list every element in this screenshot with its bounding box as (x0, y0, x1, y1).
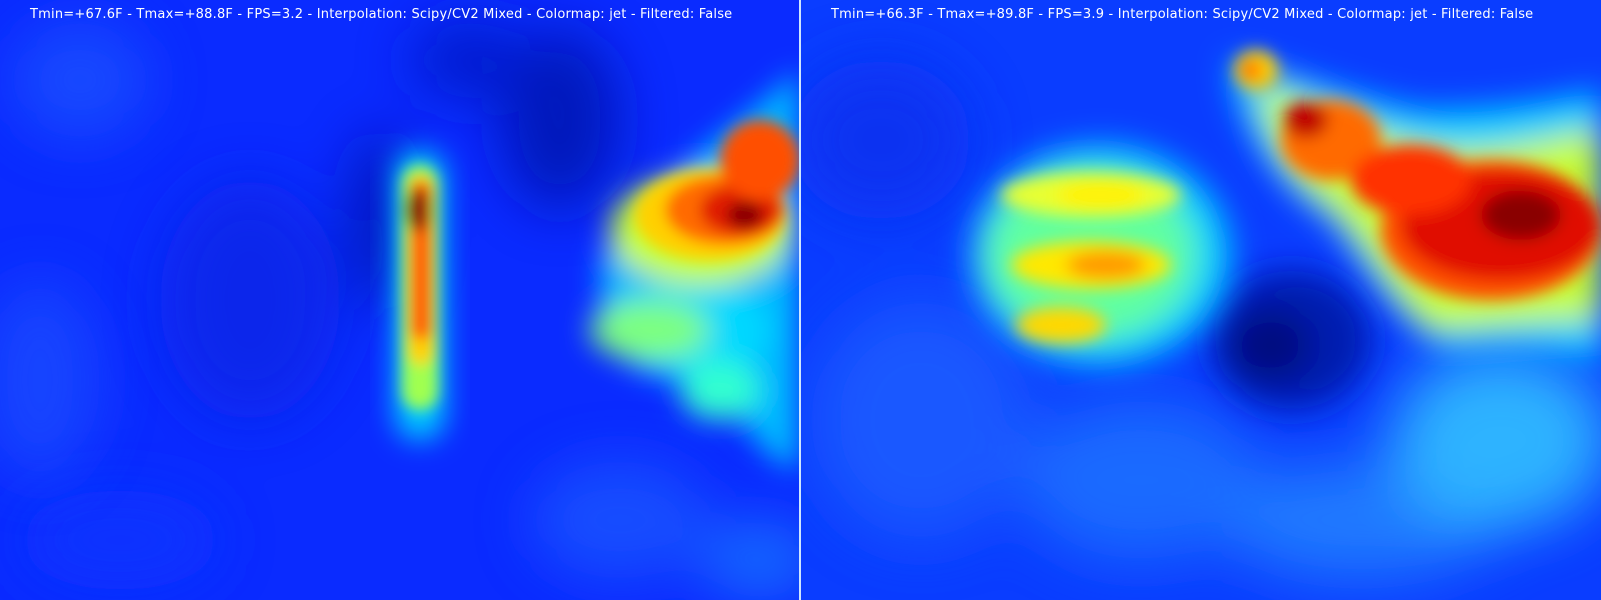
status-overlay-left: Tmin=+67.6F - Tmax=+88.8F - FPS=3.2 - In… (30, 7, 733, 22)
thermal-heatmap-right (801, 0, 1601, 600)
status-overlay-right: Tmin=+66.3F - Tmax=+89.8F - FPS=3.9 - In… (831, 7, 1534, 22)
view-divider (799, 0, 801, 600)
thermal-heatmap-left (0, 0, 799, 600)
thermal-view-left: Tmin=+67.6F - Tmax=+88.8F - FPS=3.2 - In… (0, 0, 799, 600)
thermal-view-right: Tmin=+66.3F - Tmax=+89.8F - FPS=3.9 - In… (801, 0, 1601, 600)
